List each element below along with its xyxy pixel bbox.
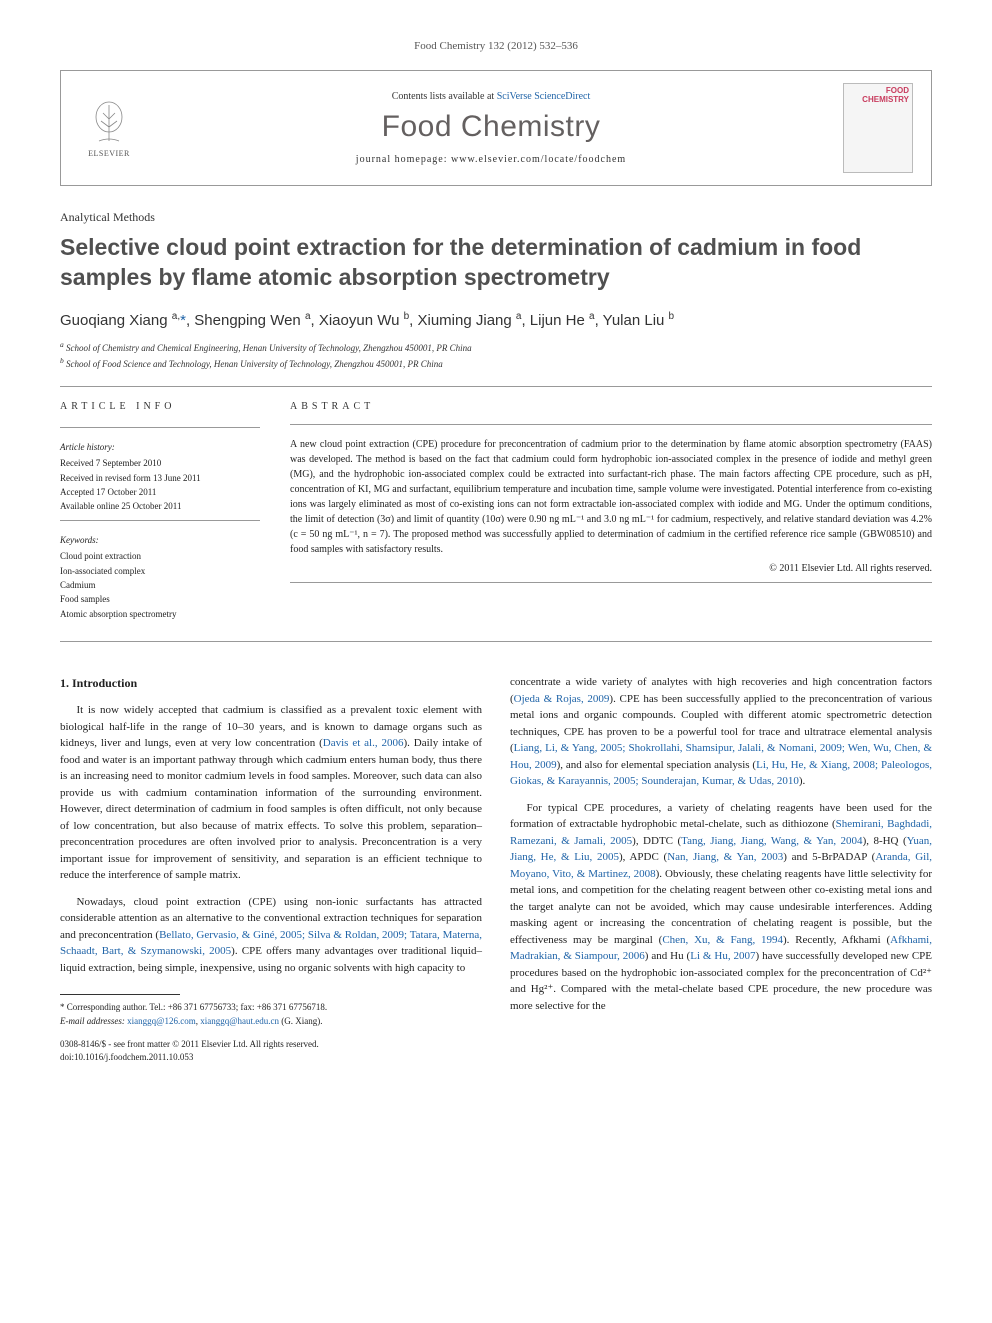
affiliations: a School of Chemistry and Chemical Engin… (60, 339, 932, 372)
cover-text: FOOD CHEMISTRY (847, 87, 909, 105)
article-title: Selective cloud point extraction for the… (60, 233, 932, 293)
intro-head: 1. Introduction (60, 674, 482, 692)
contents-line: Contents lists available at SciVerse Sci… (139, 91, 843, 102)
elsevier-logo: ELSEVIER (79, 93, 139, 163)
journal-name: Food Chemistry (139, 110, 843, 144)
homepage-url[interactable]: www.elsevier.com/locate/foodchem (451, 154, 626, 165)
accepted: Accepted 17 October 2011 (60, 485, 260, 499)
online: Available online 25 October 2011 (60, 499, 260, 513)
history-head: Article history: (60, 440, 260, 454)
article-info-head: ARTICLE INFO (60, 399, 260, 415)
homepage-line: journal homepage: www.elsevier.com/locat… (139, 154, 843, 165)
column-left: 1. Introduction It is now widely accepte… (60, 674, 482, 1028)
affil-a: School of Chemistry and Chemical Enginee… (66, 343, 472, 353)
email-label: E-mail addresses: (60, 1016, 125, 1026)
revised: Received in revised form 13 June 2011 (60, 471, 260, 485)
doi-line: doi:10.1016/j.foodchem.2011.10.053 (60, 1051, 319, 1064)
email-suffix: (G. Xiang). (281, 1016, 322, 1026)
column-right: concentrate a wide variety of analytes w… (510, 674, 932, 1028)
elsevier-text: ELSEVIER (88, 149, 130, 158)
sciencedirect-link[interactable]: SciVerse ScienceDirect (497, 91, 591, 102)
kw-1: Ion-associated complex (60, 564, 260, 578)
cite-nan[interactable]: Nan, Jiang, & Yan, 2003 (667, 851, 783, 863)
contents-prefix: Contents lists available at (392, 91, 497, 102)
authors: Guoqiang Xiang a,*, Shengping Wen a, Xia… (60, 311, 932, 329)
divider (60, 641, 932, 642)
cite-lihu[interactable]: Li & Hu, 2007 (690, 950, 755, 962)
affil-b: School of Food Science and Technology, H… (66, 359, 443, 369)
intro-p1: It is now widely accepted that cadmium i… (60, 702, 482, 884)
keywords-head: Keywords: (60, 533, 260, 547)
homepage-prefix: journal homepage: (356, 154, 451, 165)
journal-cover: FOOD CHEMISTRY (843, 83, 913, 173)
cite-tang[interactable]: Tang, Jiang, Jiang, Wang, & Yan, 2004 (681, 835, 862, 847)
footnote-divider (60, 994, 180, 995)
elsevier-tree-icon (89, 99, 129, 147)
kw-0: Cloud point extraction (60, 549, 260, 563)
article-info: ARTICLE INFO Article history: Received 7… (60, 399, 260, 621)
journal-header: ELSEVIER Contents lists available at Sci… (60, 70, 932, 186)
intro-p3: For typical CPE procedures, a variety of… (510, 800, 932, 1015)
abstract-text: A new cloud point extraction (CPE) proce… (290, 437, 932, 557)
cite-ojeda[interactable]: Ojeda & Rojas, 2009 (514, 693, 610, 705)
kw-3: Food samples (60, 592, 260, 606)
email-1[interactable]: xianggq@126.com (127, 1016, 196, 1026)
intro-p2: Nowadays, cloud point extraction (CPE) u… (60, 894, 482, 977)
abstract: ABSTRACT A new cloud point extraction (C… (290, 399, 932, 621)
abstract-head: ABSTRACT (290, 399, 932, 414)
cite-davis[interactable]: Davis et al., 2006 (323, 737, 404, 749)
section-tag: Analytical Methods (60, 210, 932, 225)
running-head: Food Chemistry 132 (2012) 532–536 (60, 40, 932, 52)
intro-p2-cont: concentrate a wide variety of analytes w… (510, 674, 932, 790)
doi-block: 0308-8146/$ - see front matter © 2011 El… (60, 1038, 319, 1063)
kw-4: Atomic absorption spectrometry (60, 607, 260, 621)
cite-chen[interactable]: Chen, Xu, & Fang, 1994 (662, 934, 783, 946)
copyright-line: 0308-8146/$ - see front matter © 2011 El… (60, 1038, 319, 1051)
kw-2: Cadmium (60, 578, 260, 592)
corresponding-author: * Corresponding author. Tel.: +86 371 67… (60, 1001, 482, 1028)
divider (60, 386, 932, 387)
corr-text: * Corresponding author. Tel.: +86 371 67… (60, 1001, 482, 1015)
email-2[interactable]: xianggq@haut.edu.cn (200, 1016, 279, 1026)
received: Received 7 September 2010 (60, 456, 260, 470)
abstract-copyright: © 2011 Elsevier Ltd. All rights reserved… (290, 561, 932, 576)
